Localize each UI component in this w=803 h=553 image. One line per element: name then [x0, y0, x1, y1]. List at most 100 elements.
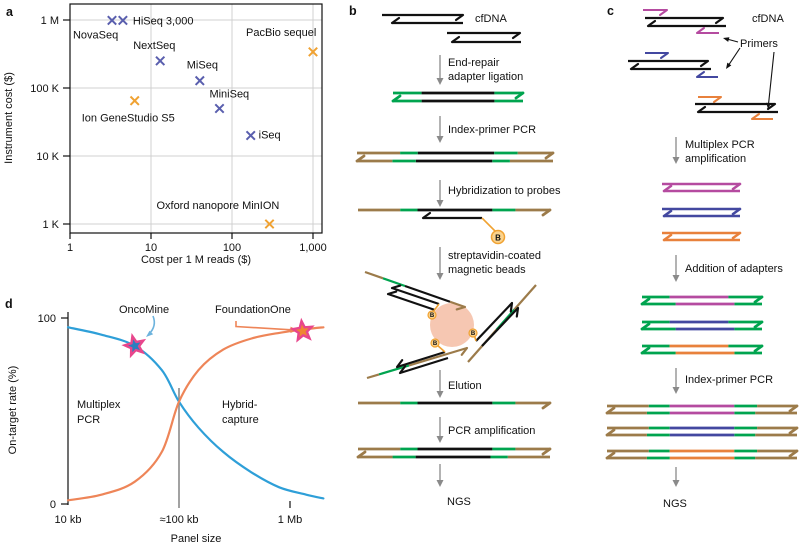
probe-strand	[386, 290, 436, 312]
arrowhead-icon	[788, 404, 799, 413]
data-point-label: Oxford nanopore MinION	[156, 200, 279, 212]
data-point-x-marker	[264, 219, 275, 229]
arrowhead-icon	[646, 19, 657, 28]
magnetic-bead-icon	[430, 303, 474, 347]
x-tick-label: 1 Mb	[278, 514, 302, 526]
arrowhead-icon	[390, 16, 401, 25]
arrowhead-icon	[395, 359, 404, 369]
axis-ticks: 1 10 100 1,000 1 K 10 K 100 K 1 M	[30, 15, 327, 254]
primer-forward	[643, 9, 668, 16]
arrowhead-icon	[662, 209, 673, 218]
step-label: Index-primer PCR	[685, 374, 773, 386]
step-label: streptavidin-coated	[448, 250, 541, 262]
arrowhead-icon	[659, 9, 668, 16]
amplicon-duplex	[662, 231, 742, 240]
biotin-icon: B	[490, 229, 506, 245]
y-axis-label: On-target rate (%)	[7, 366, 19, 455]
down-arrow-icon	[436, 464, 444, 487]
data-point-label: NextSeq	[133, 40, 175, 52]
step-label: amplification	[685, 153, 746, 165]
adapter-ligated-duplex	[391, 94, 523, 103]
step-label: Hybridization to probes	[448, 185, 561, 197]
arrowhead-icon	[454, 13, 465, 22]
cfdna-strand	[390, 16, 463, 25]
region-label-multiplex-pcr: Multiplex	[77, 399, 121, 411]
curves	[66, 326, 325, 502]
data-point-label: HiSeq 3,000	[133, 15, 194, 27]
primer-reverse	[696, 27, 719, 34]
arrowhead-icon	[696, 27, 705, 34]
arrowhead-icon	[696, 71, 705, 78]
y-tick-label: 1 K	[42, 219, 59, 231]
primer-forward	[645, 52, 669, 59]
pointer-arrow-icon	[766, 51, 775, 109]
arrowhead-icon	[640, 322, 651, 331]
data-point-x-marker	[107, 15, 117, 26]
cfdna-strand	[695, 102, 777, 111]
panel-letter-b: b	[349, 4, 357, 18]
probe-strand	[421, 211, 482, 220]
arrowhead-icon	[751, 113, 760, 120]
y-tick-label: 10 K	[36, 151, 59, 163]
ngs-label: NGS	[663, 498, 687, 510]
amplicon-duplex	[662, 207, 742, 216]
plot-frame	[69, 3, 323, 234]
dna-strands	[355, 13, 555, 459]
panel-b-hybrid-capture-workflow: b cfDNA B B B B End-repair a	[349, 4, 561, 508]
data-point-label: MiSeq	[187, 60, 218, 72]
adapter-ligated-duplex	[393, 91, 525, 100]
cfdna-label: cfDNA	[475, 13, 507, 25]
arrowhead-icon	[541, 401, 552, 410]
arrowhead-icon	[713, 96, 722, 103]
data-point-label: Ion GeneStudio S5	[82, 113, 175, 125]
step-label: PCR amplification	[448, 425, 535, 437]
data-point-label: PacBio sequel	[246, 27, 316, 39]
data-point-x-marker	[245, 130, 256, 141]
down-arrow-icon	[436, 417, 444, 443]
step-label: Addition of adapters	[685, 263, 783, 275]
panel-letter-a: a	[6, 5, 14, 19]
arrowhead-icon	[662, 184, 673, 193]
arrowhead-icon	[450, 35, 461, 44]
final-duplex	[605, 428, 797, 437]
biotin-icon: B	[468, 328, 478, 338]
cfdna-strand	[447, 31, 522, 40]
scatter-points: NovaSeq HiSeq 3,000 NextSeq MiSeq MiniSeq iSe…	[73, 15, 318, 229]
down-arrow-icon	[436, 370, 444, 398]
adapter-duplex	[640, 346, 762, 355]
final-duplex	[607, 404, 799, 413]
data-point-x-marker	[194, 75, 205, 86]
arrowhead-icon	[509, 301, 514, 313]
arrowhead-icon	[541, 208, 552, 217]
svg-text:B: B	[495, 234, 501, 243]
indexed-duplex	[355, 154, 553, 163]
curve-annotations: OncoMine FoundationOne	[119, 304, 315, 359]
x-axis-label: Panel size	[171, 533, 222, 545]
svg-text:B: B	[433, 341, 438, 347]
adapter-duplex	[642, 344, 764, 353]
region-label-multiplex-pcr: PCR	[77, 414, 100, 426]
x-axis-label: Cost per 1 M reads ($)	[141, 254, 251, 266]
step-label: Multiplex PCR	[685, 139, 755, 151]
arrowhead-icon	[356, 450, 367, 459]
hybridized-strand	[358, 208, 552, 217]
arrowhead-icon	[455, 305, 467, 311]
down-arrow-icon	[672, 368, 680, 394]
amplicon-duplex	[662, 233, 740, 242]
primers-label: Primers	[740, 38, 778, 50]
region-label-hybrid-capture: Hybrid-	[222, 399, 258, 411]
adapter-duplex	[642, 295, 764, 304]
step-label: Elution	[448, 380, 482, 392]
y-tick-label-0: 0	[50, 499, 56, 511]
down-arrow-icon	[436, 55, 444, 85]
eluted-strand	[358, 401, 552, 410]
cfdna-strand	[450, 35, 521, 44]
captured-strand	[364, 270, 467, 311]
data-point-x-marker	[308, 46, 318, 57]
x-tick-label: 1,000	[299, 242, 327, 254]
process-arrows	[436, 55, 444, 487]
region-label-hybrid-capture: capture	[222, 414, 259, 426]
down-arrow-icon	[436, 116, 444, 143]
annotation-label: OncoMine	[119, 304, 169, 316]
